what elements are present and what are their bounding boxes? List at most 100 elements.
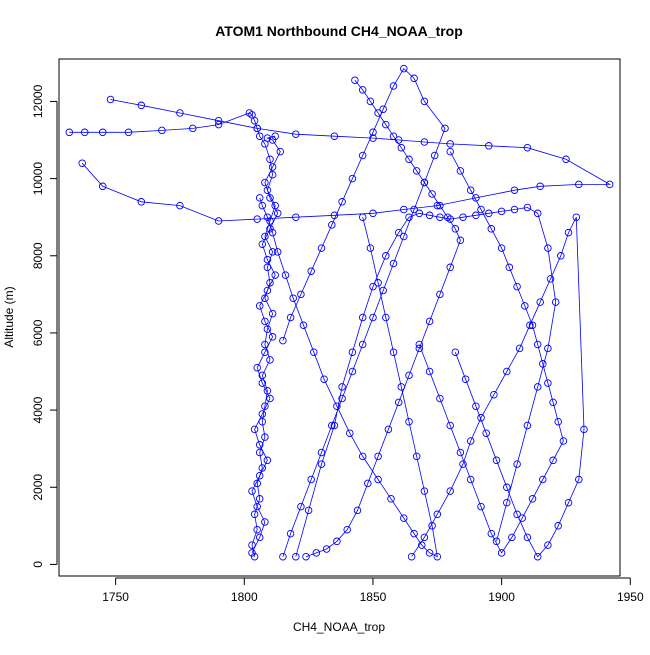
data-point [176,109,184,117]
data-point [544,344,552,353]
y-tick-label: 12000 [31,84,45,118]
data-point [281,271,290,279]
data-point [258,410,267,418]
data-point [214,217,223,225]
data-point [539,360,547,368]
data-point [554,522,562,530]
data-point [292,552,300,561]
y-axis: 0 2000 4000 6000 8000 10000 12000 [31,84,58,568]
data-point [304,506,313,515]
data-point [446,263,454,272]
data-point [286,313,295,322]
data-point [557,252,565,260]
data-point [389,348,398,356]
data-point [261,317,269,326]
data-point [405,213,413,221]
data-point [551,298,560,306]
data-point [389,82,398,90]
data-point [459,460,467,468]
data-point [98,182,107,191]
data-point [266,194,274,202]
data-point [261,340,269,349]
data-point [250,552,259,561]
data-point [263,286,272,295]
data-point [485,209,493,218]
data-point [549,456,557,465]
data-point [389,132,398,140]
data-point [575,180,583,189]
data-point [266,155,274,164]
series-line [259,197,438,558]
data-point [405,371,413,380]
data-point [492,456,501,465]
data-point [425,211,434,220]
data-point [549,398,557,407]
data-point [248,549,256,557]
x-tick-label: 1750 [102,590,129,604]
data-point [420,138,429,146]
data-point [248,487,256,495]
data-point [433,552,442,561]
data-point [510,186,519,194]
data-point [472,211,480,220]
data-point [382,313,390,322]
data-point [456,448,465,457]
data-point [348,174,357,183]
data-point [374,279,382,287]
data-point [384,425,393,434]
data-point [510,205,519,214]
data-point [389,259,398,268]
data-point [302,552,310,561]
data-point [580,425,588,434]
data-point [523,203,532,212]
data-point [485,142,493,150]
data-point [317,460,326,468]
data-point [261,518,269,526]
data-point [559,437,568,445]
data-point [397,143,406,152]
data-point [425,317,434,326]
data-point [523,533,532,542]
data-point [338,198,346,206]
data-point [312,549,321,557]
data-point [279,552,287,561]
data-point [374,452,382,461]
data-point [258,379,267,387]
data-point [279,336,287,345]
data-point [214,116,223,125]
data-point [338,383,346,391]
data-point [273,248,282,256]
data-point [137,198,146,206]
data-point [564,498,573,507]
data-point [605,180,614,189]
data-point [124,128,133,137]
data-point [410,529,418,538]
data-point [286,529,295,538]
series-line [305,79,461,558]
data-point [544,244,552,252]
data-point [400,64,408,73]
data-point [98,128,107,137]
data-point [271,132,279,140]
data-point [255,495,264,503]
data-point [487,225,496,233]
data-point [307,475,315,484]
data-point [379,105,387,113]
data-point [250,425,259,434]
data-point [456,167,465,175]
data-point [80,128,89,137]
data-point [418,541,426,549]
data-point [310,348,318,356]
data-point [369,134,377,142]
data-point [425,367,434,376]
data-point [333,537,341,546]
data-point [554,417,562,426]
data-point [508,533,516,542]
data-point [415,340,424,349]
data-point [428,190,436,198]
data-point [255,194,264,202]
data-point [430,151,439,160]
data-point [271,271,279,279]
series-line [295,207,557,557]
